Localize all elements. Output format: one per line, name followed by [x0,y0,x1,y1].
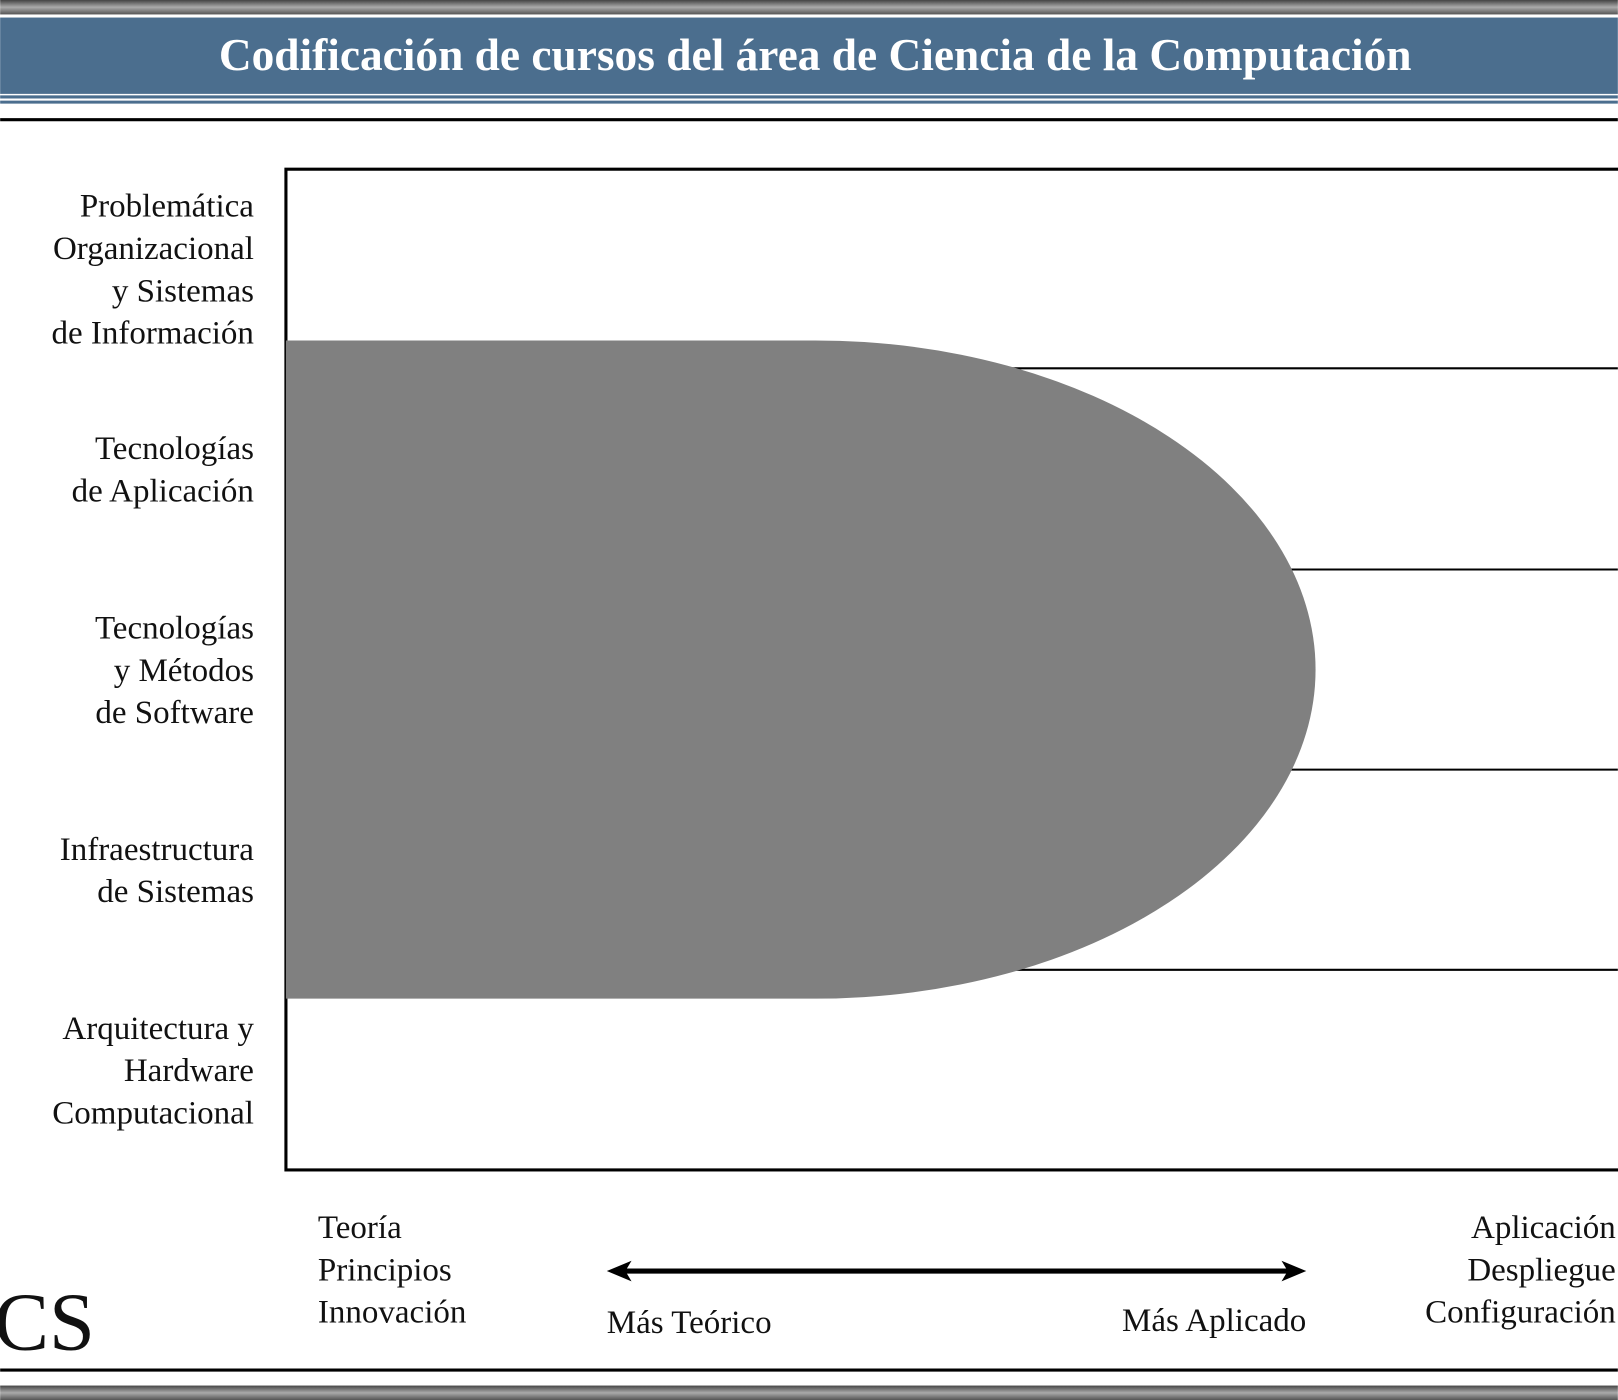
row-label: Tecnologías [95,611,254,647]
top-edge [0,0,1618,15]
title: Codificación de cursos del área de Cienc… [219,30,1412,80]
axis-left-label: Innovación [318,1295,466,1331]
axis-right-label: Despliegue [1467,1252,1615,1288]
arrow-head-left [606,1260,632,1282]
logo: CS [0,1275,95,1367]
row-label: Arquitectura y [62,1011,254,1047]
arrow-head-right [1281,1260,1307,1282]
row-label: Infraestructura [60,832,255,868]
axis-right-label: Configuración [1425,1295,1616,1331]
row-label: Hardware [124,1053,254,1089]
row-label: Organizacional [53,231,254,267]
title-bar [0,17,1618,94]
row-label: de Sistemas [97,874,254,910]
row-label: Tecnologías [95,431,254,467]
arrow-left-label: Más Teórico [607,1305,772,1341]
coverage-shape [285,340,1316,999]
row-label: Problemática [80,189,254,225]
row-label: de Información [51,316,254,352]
row-label: y Sistemas [112,273,254,309]
row-label: y Métodos [114,653,254,689]
row-label: de Aplicación [72,473,254,509]
axis-left-label: Teoría [318,1210,402,1246]
row-label: Computacional [52,1096,254,1132]
row-labels: Problemática Organizacional y Sistemas de I… [51,189,254,1132]
bottom-edge [0,1385,1618,1400]
arrow-right-label: Más Aplicado [1122,1303,1306,1339]
axis-left-label: Principios [318,1252,452,1288]
axis-right-label: Aplicación [1471,1210,1616,1246]
axis-labels: Teoría Principios Innovación Aplicación Desp… [318,1210,1616,1331]
row-label: de Software [95,695,254,731]
